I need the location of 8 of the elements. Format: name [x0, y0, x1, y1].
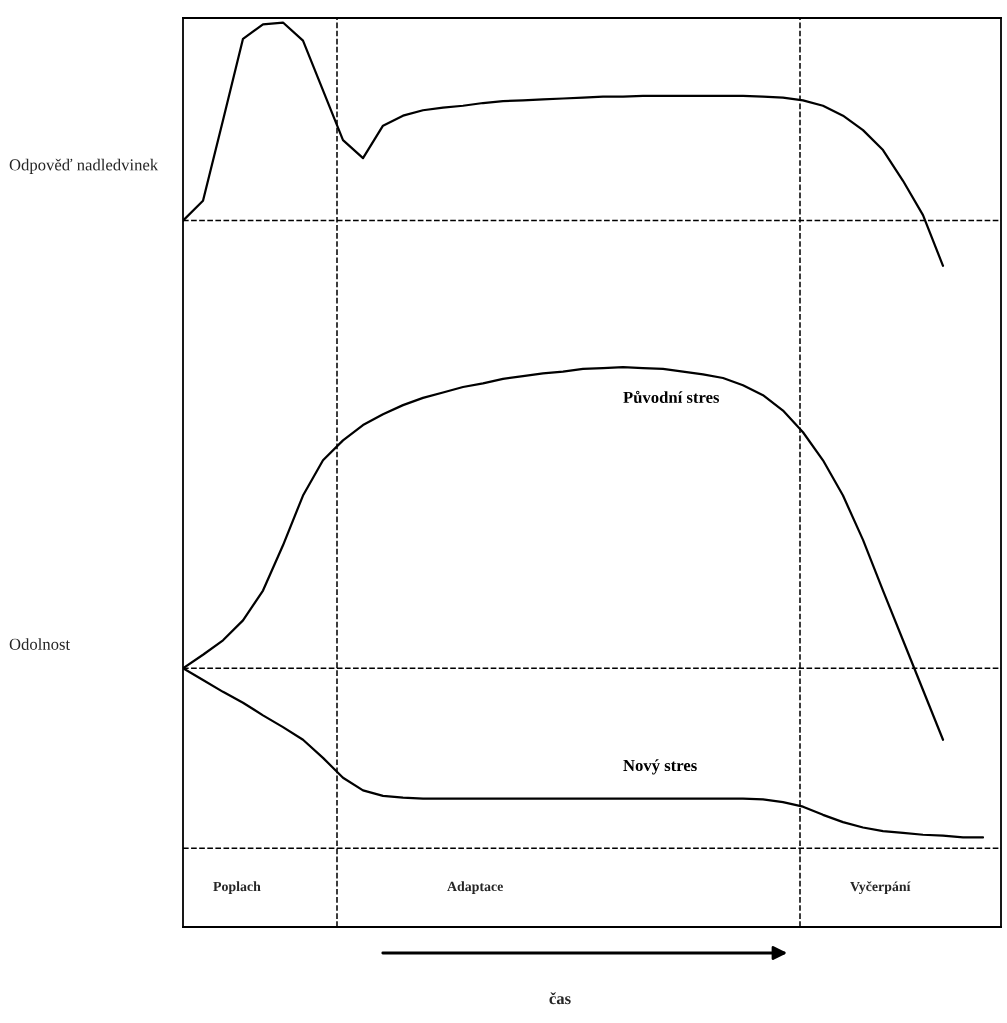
x-axis-title: čas	[549, 992, 571, 1005]
text: Odpověď nadledvinek	[9, 158, 159, 174]
series-label: Původní stres	[623, 390, 720, 403]
series-label: Nový stres	[623, 759, 697, 775]
text: Odolnost	[9, 638, 71, 650]
annotation: Poplach	[213, 881, 261, 894]
annotation: Vyčerpání	[850, 881, 911, 895]
annotation: Adaptace	[447, 881, 503, 894]
